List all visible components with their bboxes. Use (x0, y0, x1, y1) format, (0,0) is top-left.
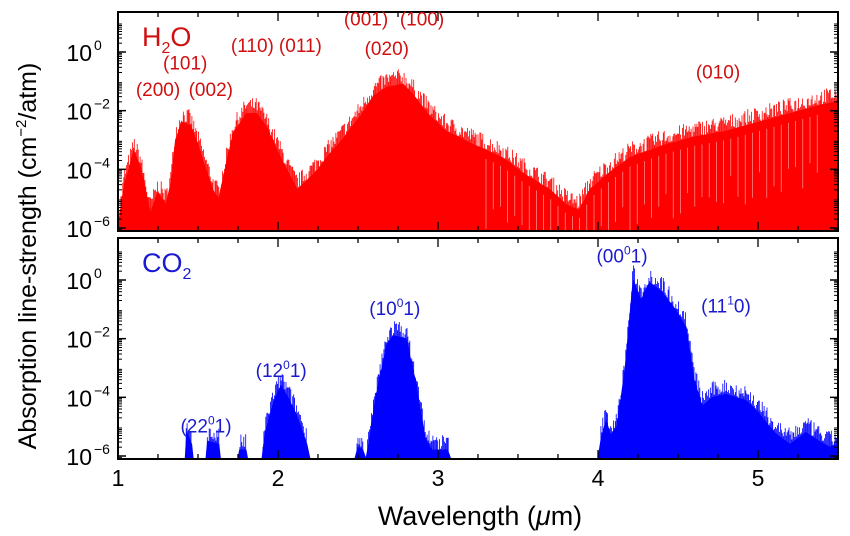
band-label-sup: 0 (624, 243, 631, 257)
band-label-tail: 1) (290, 361, 307, 382)
molecule-tail: O (170, 22, 191, 52)
y-tick-exponent: −4 (94, 154, 110, 170)
y-tick-label: 10 (66, 157, 92, 183)
molecule-label: H2O (142, 22, 191, 57)
band-label: (011) (279, 36, 322, 57)
x-tick-label: 4 (592, 465, 605, 491)
y-tick-base: 10 (66, 99, 92, 125)
y-axis-label-exp: −2 (13, 120, 30, 137)
band-label: (200) (136, 80, 180, 101)
band-label: (1001) (369, 296, 420, 320)
y-tick-exponent: −2 (94, 96, 110, 112)
band-label-sup: 0 (397, 296, 404, 310)
line-gaps (485, 114, 818, 231)
molecule-main: CO (142, 248, 183, 278)
y-tick-label: 10 (66, 216, 92, 242)
axes-layer: 1 2 3 4 5 (112, 465, 765, 491)
band-label-tail: 0) (734, 296, 751, 317)
line-forest (185, 265, 838, 459)
band-label-tail: 1) (215, 417, 232, 438)
y-tick-label: 10 (66, 327, 92, 353)
y-axis-label: Absorption line-strength (cm−2/atm) (13, 63, 42, 450)
x-tick-label: 1 (112, 465, 125, 491)
y-tick-label: 10 (66, 40, 92, 66)
y-tick-label: 10 (66, 268, 92, 294)
band-label: (010) (696, 62, 740, 83)
x-axis-label: Wavelength (μm) (378, 501, 582, 531)
panel-plot-area (118, 265, 838, 459)
band-label: (1201) (256, 358, 307, 382)
y-tick-exponent: −2 (94, 324, 110, 340)
band-label: (2201) (180, 414, 231, 438)
y-tick-exponent: −6 (94, 213, 110, 229)
band-label-base: (22 (180, 417, 207, 438)
band-label: (020) (365, 39, 409, 60)
molecule-main: H (142, 22, 162, 52)
y-tick-base: 10 (66, 157, 92, 183)
x-axis-label-post: m) (551, 501, 582, 531)
y-tick-label: 10 (66, 444, 92, 470)
band-label-base: (10 (369, 299, 396, 320)
y-tick-label: 10 (66, 99, 92, 125)
molecule-subscript: 2 (183, 266, 192, 283)
y-tick-base: 10 (66, 385, 92, 411)
y-tick-exponent: 0 (94, 37, 102, 53)
molecule-subscript: 2 (162, 40, 171, 57)
y-axis-label-pre: Absorption line-strength (cm (14, 137, 42, 450)
y-tick-base: 10 (66, 40, 92, 66)
band-label-tail: 1) (403, 299, 420, 320)
x-tick-label: 5 (752, 465, 765, 491)
y-tick-base: 10 (66, 444, 92, 470)
band-label-base: (12 (256, 361, 283, 382)
y-tick-base: 10 (66, 327, 92, 353)
molecule-label: CO2 (142, 248, 192, 283)
x-tick-label: 2 (272, 465, 285, 491)
band-label: (002) (189, 80, 233, 101)
y-tick-exponent: −4 (94, 382, 110, 398)
band-label-sup: 0 (283, 358, 290, 372)
band-label: (0001) (596, 243, 647, 267)
y-axis-label-post: /atm) (14, 63, 42, 120)
y-tick-label: 10 (66, 385, 92, 411)
y-tick-base: 10 (66, 268, 92, 294)
band-label: (101) (163, 54, 207, 75)
y-tick-base: 10 (66, 216, 92, 242)
y-tick-exponent: 0 (94, 265, 102, 281)
x-axis-label-pre: Wavelength ( (378, 501, 536, 531)
band-label-sup: 0 (208, 414, 215, 428)
x-tick-label: 3 (432, 465, 445, 491)
band-label: (100) (400, 10, 444, 31)
band-label-tail: 1) (631, 246, 648, 267)
band-label-base: (00 (596, 246, 623, 267)
band-label-sup: 1 (727, 293, 734, 307)
x-axis-label-mu: μ (535, 501, 551, 531)
band-label: (110) (231, 36, 274, 57)
band-label: (1110) (701, 293, 751, 317)
y-tick-exponent: −6 (94, 441, 110, 457)
band-label-base: (11 (701, 296, 727, 317)
band-label: (001) (344, 10, 388, 31)
